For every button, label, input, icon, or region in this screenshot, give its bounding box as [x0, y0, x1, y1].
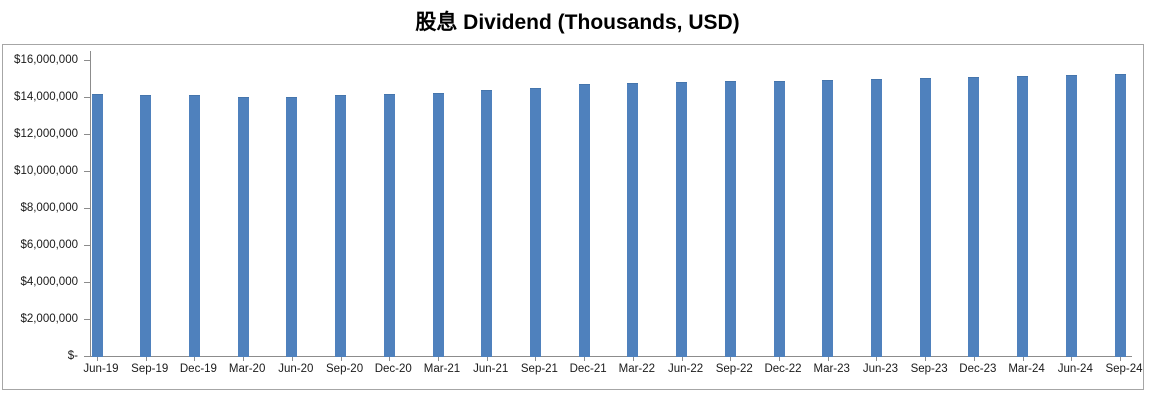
y-tick-label: $12,000,000 [14, 128, 78, 140]
bar-Mar-23 [822, 80, 834, 357]
x-tick-label: Jun-19 [83, 363, 119, 375]
x-tick-mark [438, 357, 439, 361]
x-tick-label: Jun-20 [278, 363, 314, 375]
x-tick-label: Mar-20 [228, 363, 266, 375]
x-tick-mark [1022, 357, 1024, 361]
x-tick-mark [730, 357, 732, 361]
x-tick-mark [389, 357, 391, 361]
x-tick-label: Sep-23 [910, 363, 948, 375]
bar-Jun-24 [1065, 74, 1077, 357]
y-tick-mark [84, 134, 90, 135]
x-tick-label: Jun-22 [667, 363, 704, 375]
x-tick-label: Jun-24 [1057, 363, 1093, 375]
bar-Dec-21 [578, 84, 590, 357]
y-tick-mark [84, 356, 90, 357]
bar-Sep-24 [1114, 73, 1126, 357]
bar-Mar-20 [237, 97, 249, 357]
bar-Mar-21 [432, 93, 444, 357]
x-tick-label: Dec-23 [959, 363, 997, 375]
x-tick-mark [876, 357, 878, 361]
y-tick-mark [84, 60, 90, 61]
x-tick-label: Sep-24 [1105, 363, 1143, 375]
x-tick-label: Dec-20 [374, 363, 412, 375]
x-tick-mark [145, 357, 147, 361]
y-tick-label: $10,000,000 [14, 165, 78, 177]
x-tick-label: Jun-23 [862, 363, 898, 375]
x-tick-mark [194, 357, 196, 361]
bar-Sep-22 [724, 81, 736, 357]
x-tick-mark [486, 357, 488, 361]
y-tick-label: $16,000,000 [14, 54, 78, 66]
bar-Dec-19 [188, 95, 200, 357]
x-tick-label: Jun-21 [473, 363, 509, 375]
x-tick-label: Dec-21 [569, 363, 607, 375]
bar-Jun-22 [676, 82, 688, 357]
x-tick-mark [632, 357, 634, 361]
x-tick-label: Sep-22 [715, 363, 753, 375]
x-tick-label: Mar-23 [813, 363, 850, 375]
x-tick-label: Mar-22 [618, 363, 656, 375]
bar-Dec-22 [773, 81, 785, 357]
x-tick-label: Sep-20 [326, 363, 364, 375]
chart-title: 股息 Dividend (Thousands, USD) [415, 11, 740, 34]
bar-Sep-23 [919, 77, 931, 357]
x-tick-label: Sep-21 [520, 363, 558, 375]
bar-Jun-20 [286, 97, 298, 357]
x-tick-mark [1071, 357, 1073, 361]
bar-Sep-20 [335, 95, 347, 357]
y-axis-line [90, 51, 91, 356]
y-tick-label: $14,000,000 [14, 91, 78, 103]
y-tick-label: $4,000,000 [20, 276, 78, 288]
x-tick-mark [1120, 357, 1121, 361]
x-tick-mark [925, 357, 927, 361]
x-axis-line [90, 356, 1132, 357]
bar-Sep-19 [140, 95, 152, 357]
x-tick-mark [535, 357, 537, 361]
x-tick-mark [973, 357, 975, 361]
bar-Sep-21 [529, 87, 541, 357]
bar-Dec-20 [383, 94, 395, 357]
bar-Mar-24 [1017, 75, 1029, 357]
x-tick-mark [243, 357, 245, 361]
y-tick-mark [84, 208, 90, 209]
x-tick-mark [340, 357, 342, 361]
bar-Jun-21 [481, 89, 493, 357]
y-tick-mark [84, 319, 90, 320]
y-tick-label: $- [67, 350, 78, 362]
x-tick-mark [584, 357, 586, 361]
bar-Mar-22 [627, 83, 639, 357]
x-tick-mark [827, 357, 829, 361]
y-tick-mark [84, 171, 90, 172]
x-tick-label: Mar-21 [423, 363, 461, 375]
y-tick-mark [84, 97, 90, 98]
x-tick-mark [291, 357, 293, 361]
x-tick-label: Mar-24 [1008, 363, 1045, 375]
bar-Jun-23 [870, 79, 882, 357]
x-tick-mark [97, 357, 98, 361]
x-tick-mark [681, 357, 683, 361]
x-tick-mark [779, 357, 780, 361]
x-tick-label: Dec-19 [179, 363, 217, 375]
x-tick-label: Dec-22 [764, 363, 802, 375]
bar-Dec-23 [968, 76, 980, 357]
bar-Jun-19 [91, 94, 103, 357]
y-tick-label: $6,000,000 [20, 239, 78, 251]
x-tick-label: Sep-19 [131, 363, 169, 375]
y-tick-mark [84, 245, 90, 246]
y-tick-label: $8,000,000 [20, 202, 78, 214]
y-tick-mark [84, 282, 90, 283]
y-tick-label: $2,000,000 [20, 313, 78, 325]
